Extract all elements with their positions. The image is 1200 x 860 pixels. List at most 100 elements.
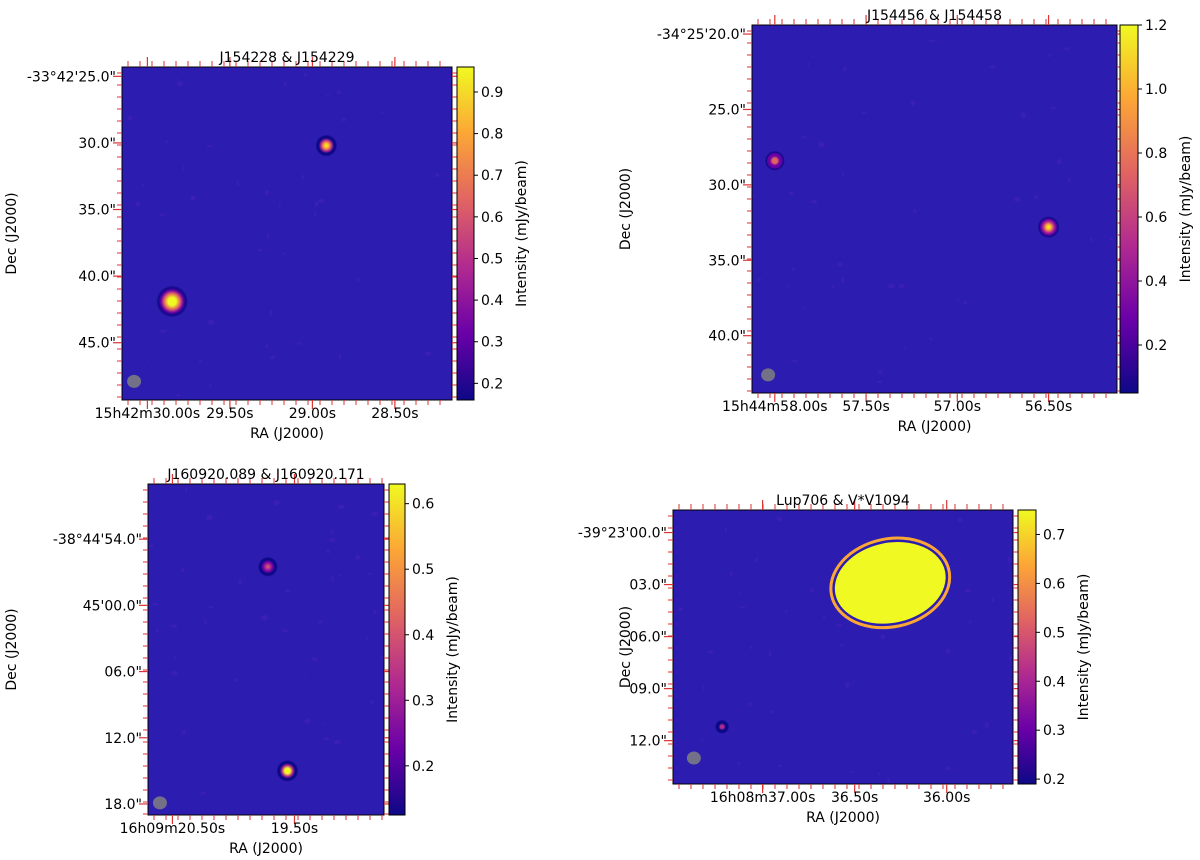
noise-speckle xyxy=(257,248,264,252)
noise-speckle xyxy=(323,737,330,741)
colorbar-tick-label: 0.6 xyxy=(412,497,434,513)
x-axis-label: RA (J2000) xyxy=(229,841,303,857)
noise-speckle xyxy=(158,213,166,217)
noise-speckle xyxy=(233,678,239,683)
noise-speckle xyxy=(836,623,843,627)
noise-speckle xyxy=(841,277,845,283)
x-tick-label: 29.50s xyxy=(206,406,253,422)
noise-speckle xyxy=(910,100,916,107)
chart-title: J160920.089 & J160920.171 xyxy=(166,467,364,483)
source-disk-edge xyxy=(829,536,952,630)
chart-title: J154228 & J154229 xyxy=(219,50,355,66)
noise-speckle xyxy=(989,65,996,69)
noise-speckle xyxy=(338,353,342,360)
source xyxy=(156,285,189,318)
noise-speckle xyxy=(329,537,336,543)
colorbar-tick-label: 0.5 xyxy=(1043,625,1065,641)
colorbar xyxy=(1119,24,1139,394)
image-background xyxy=(122,67,452,400)
colorbar-tick-label: 0.8 xyxy=(1145,146,1167,162)
chart-title: Lup706 & V*V1094 xyxy=(776,493,910,509)
x-tick-label: 57.00s xyxy=(934,399,981,415)
x-tick-label: 15h44m58.00s xyxy=(722,399,828,415)
noise-speckle xyxy=(791,267,795,271)
noise-speckle xyxy=(331,575,334,582)
y-tick-label: -34°25'20.0" xyxy=(657,27,746,43)
noise-speckle xyxy=(843,66,847,72)
source xyxy=(764,150,785,171)
noise-speckle xyxy=(809,588,815,593)
noise-speckle xyxy=(264,189,270,196)
noise-speckle xyxy=(164,140,170,143)
noise-speckle xyxy=(802,306,805,311)
noise-speckle xyxy=(837,262,843,267)
noise-speckle xyxy=(338,574,342,577)
colorbar-tick-label: 0.6 xyxy=(1043,576,1065,592)
noise-speckle xyxy=(1109,236,1114,241)
noise-speckle xyxy=(317,620,323,624)
x-tick-label: 36.00s xyxy=(923,790,970,806)
noise-speckle xyxy=(281,628,289,633)
noise-speckle xyxy=(160,329,167,333)
noise-speckle xyxy=(812,54,815,57)
y-tick-label: 12.0" xyxy=(629,734,667,750)
noise-speckle xyxy=(435,173,440,178)
noise-speckle xyxy=(206,514,214,521)
colorbar-label: Intensity (mJy/beam) xyxy=(514,160,530,307)
image-area xyxy=(752,39,1114,384)
noise-speckle xyxy=(151,602,158,606)
x-tick-label: 16h09m20.50s xyxy=(120,821,226,837)
colorbar xyxy=(388,483,406,816)
noise-speckle xyxy=(737,762,742,766)
axes-frame xyxy=(121,66,453,401)
x-tick-label: 16h08m37.00s xyxy=(710,790,816,806)
noise-speckle xyxy=(991,596,995,603)
image-background xyxy=(752,25,1117,393)
noise-speckle xyxy=(337,504,345,510)
image-background xyxy=(673,510,1013,784)
panel-1: 15h42m30.00s 29.50s 29.00s 28.50s -33°42'25.… xyxy=(4,50,530,442)
axes-frame xyxy=(751,24,1118,394)
noise-speckle xyxy=(788,191,794,195)
noise-speckle xyxy=(373,610,378,615)
noise-speckle xyxy=(928,337,933,341)
image-area xyxy=(678,517,1012,784)
noise-speckle xyxy=(880,634,886,640)
noise-speckle xyxy=(185,487,188,493)
source xyxy=(715,719,730,734)
noise-speckle xyxy=(381,111,385,114)
noise-speckle xyxy=(190,195,196,201)
noise-speckle xyxy=(929,39,936,42)
y-tick-label: 30.0" xyxy=(708,178,746,194)
noise-speckle xyxy=(1067,178,1071,183)
noise-speckle xyxy=(903,346,907,350)
noise-speckle xyxy=(777,764,782,768)
noise-speckle xyxy=(200,791,207,795)
noise-speckle xyxy=(330,529,334,534)
noise-speckle xyxy=(757,277,762,282)
noise-speckle xyxy=(861,111,868,114)
colorbar-tick-label: 0.9 xyxy=(481,85,503,101)
noise-speckle xyxy=(786,284,789,290)
panel-2: 15h44m58.00s 57.50s 57.00s 56.50s -34°25'20.… xyxy=(618,8,1194,435)
noise-speckle xyxy=(198,359,203,363)
y-tick-label: 45'00.0" xyxy=(83,598,142,614)
noise-speckle xyxy=(1047,54,1052,58)
noise-speckle xyxy=(356,278,361,282)
y-tick-label: 30.0" xyxy=(78,136,116,152)
colorbar-tick-label: 0.2 xyxy=(481,376,503,392)
axes-frame xyxy=(147,483,385,816)
noise-speckle xyxy=(269,310,273,316)
beam-ellipse xyxy=(686,751,701,765)
colorbar-tick-label: 0.7 xyxy=(481,168,503,184)
noise-speckle xyxy=(969,619,972,624)
noise-speckle xyxy=(301,174,304,180)
noise-speckle xyxy=(176,80,184,87)
colorbar-tick-label: 0.4 xyxy=(1043,674,1065,690)
colorbar-label: Intensity (mJy/beam) xyxy=(1178,136,1194,283)
y-tick-label: 06.0" xyxy=(104,665,142,681)
noise-speckle xyxy=(208,319,215,326)
noise-speckle xyxy=(314,201,319,207)
noise-speckle xyxy=(284,589,291,593)
noise-speckle xyxy=(264,344,269,349)
